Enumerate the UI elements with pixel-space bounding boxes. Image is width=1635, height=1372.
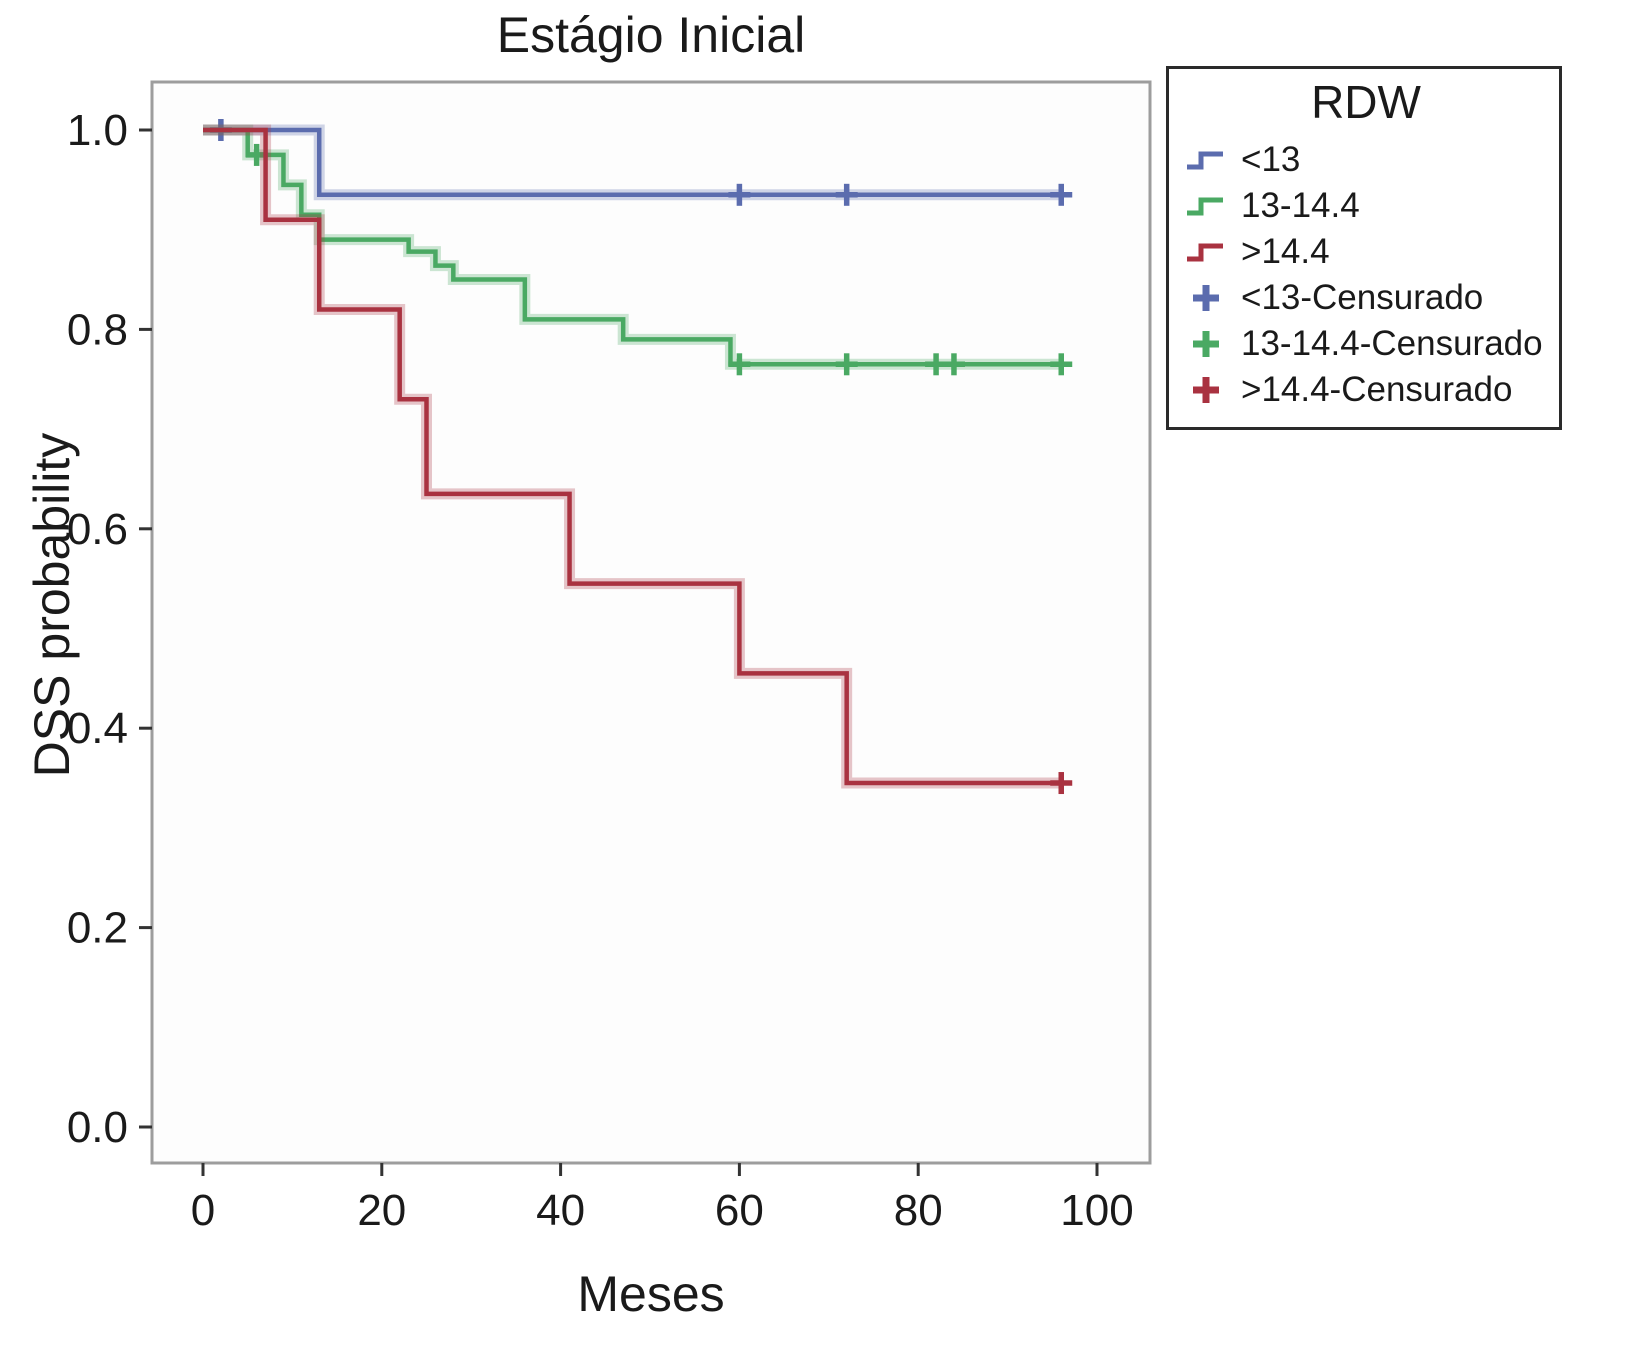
legend-item-label: 13-14.4 xyxy=(1241,186,1360,225)
x-tick-label: 60 xyxy=(715,1186,764,1235)
chart-title: Estágio Inicial xyxy=(496,7,806,63)
x-tick-label: 0 xyxy=(191,1186,215,1235)
legend-item-label: >14.4 xyxy=(1241,232,1330,271)
y-tick-label: 0.2 xyxy=(67,904,128,953)
legend-item: >14.4 xyxy=(1183,229,1549,275)
step-line-icon xyxy=(1183,143,1229,177)
legend-item-label: >14.4-Censurado xyxy=(1241,370,1513,409)
censored-plus-icon xyxy=(1183,373,1229,407)
x-tick-label: 100 xyxy=(1060,1186,1133,1235)
survival-curve xyxy=(203,127,1062,367)
x-tick-label: 20 xyxy=(357,1186,406,1235)
legend-title: RDW xyxy=(1311,76,1421,128)
legend-item-label: <13 xyxy=(1241,140,1301,179)
legend-item-label: 13-14.4-Censurado xyxy=(1241,324,1543,363)
y-tick-label: 0.6 xyxy=(67,505,128,554)
x-axis-label: Meses xyxy=(577,1266,725,1322)
censored-plus-icon xyxy=(1183,327,1229,361)
y-tick-label: 0.0 xyxy=(67,1103,128,1152)
legend-item: 13-14.4-Censurado xyxy=(1183,321,1549,367)
y-tick-label: 1.0 xyxy=(67,106,128,155)
step-line-icon xyxy=(1183,189,1229,223)
legend: RDW <13 13-14.4 >14.4 <13-Censurado xyxy=(1166,66,1562,430)
y-tick-label: 0.4 xyxy=(67,704,128,753)
x-tick-label: 80 xyxy=(894,1186,943,1235)
legend-item: 13-14.4 xyxy=(1183,183,1549,229)
legend-item-label: <13-Censurado xyxy=(1241,278,1484,317)
legend-item: <13 xyxy=(1183,137,1549,183)
plot-frame xyxy=(150,80,1152,1165)
censored-plus-icon xyxy=(1183,281,1229,315)
legend-item: <13-Censurado xyxy=(1183,275,1549,321)
survival-curve xyxy=(203,127,1062,786)
x-tick-label: 40 xyxy=(536,1186,585,1235)
step-line-icon xyxy=(1183,235,1229,269)
legend-item: >14.4-Censurado xyxy=(1183,367,1549,413)
y-tick-label: 0.8 xyxy=(67,305,128,354)
